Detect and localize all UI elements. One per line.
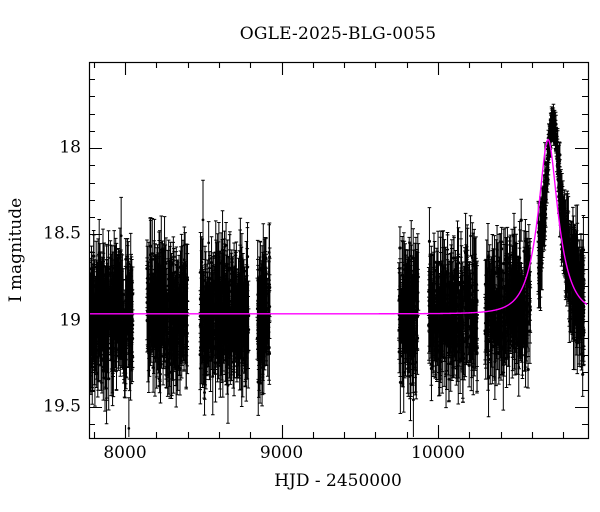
x-tick-label-9000: 9000 — [259, 443, 304, 463]
x-tick-label-8000: 8000 — [103, 443, 147, 463]
x-axis-label: HJD - 2450000 — [274, 471, 402, 491]
y-axis-label: I magnitude — [6, 197, 26, 303]
y-tick-label-19.5: 19.5 — [43, 396, 81, 417]
y-tick-label-19: 19 — [59, 310, 81, 331]
chart-title: OGLE-2025-BLG-0055 — [239, 24, 437, 44]
x-tick-label-10000: 10000 — [411, 443, 466, 463]
y-tick-label-18: 18 — [59, 137, 81, 158]
y-tick-label-18.5: 18.5 — [43, 224, 81, 245]
